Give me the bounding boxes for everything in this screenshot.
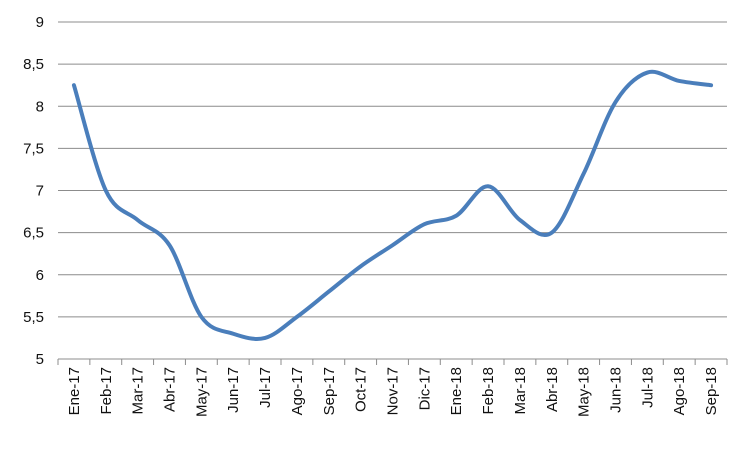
- y-tick-label: 5,5: [23, 309, 44, 326]
- x-tick-label: Sep-18: [703, 367, 720, 415]
- x-tick-label: Ene-17: [66, 367, 83, 415]
- x-tick-labels: Ene-17 Feb-17 Mar-17 Abr-17 May-17 Jun-17 Jul-…: [66, 367, 720, 417]
- x-tick-label: Sep-17: [321, 367, 338, 415]
- x-tick-label: Ene-18: [448, 367, 465, 415]
- x-tick-label: Ago-18: [671, 367, 688, 415]
- y-tick-label: 8: [36, 98, 44, 115]
- series-layer: [71, 69, 714, 341]
- series-line: [71, 69, 714, 341]
- y-tick-label: 9: [36, 14, 44, 31]
- y-tick-label: 6: [36, 267, 44, 284]
- x-tick-label: Jul-17: [257, 367, 274, 408]
- y-gridlines: [58, 21, 727, 360]
- x-tick-label: Ago-17: [289, 367, 306, 415]
- x-tick-label: Abr-18: [544, 367, 561, 412]
- x-tick-label: Mar-17: [130, 367, 147, 415]
- x-tick-label: Feb-18: [480, 367, 497, 415]
- x-tick-label: Mar-18: [512, 367, 529, 415]
- x-tick-label: Feb-17: [98, 367, 115, 415]
- x-tick-label: Abr-17: [162, 367, 179, 412]
- y-tick-label: 7,5: [23, 140, 44, 157]
- x-axis: [57, 359, 728, 365]
- x-tick-label: Jun-18: [608, 367, 625, 413]
- x-tick-label: Oct-17: [353, 367, 370, 412]
- y-tick-label: 5: [36, 351, 44, 368]
- x-tick-label: Dic-17: [416, 367, 433, 410]
- y-tick-labels: 5 5,5 6 6,5 7 7,5 8 8,5 9: [23, 14, 44, 368]
- y-tick-label: 7: [36, 183, 44, 200]
- x-tick-label: Nov-17: [385, 367, 402, 415]
- x-tick-label: Jun-17: [225, 367, 242, 413]
- x-tick-label: May-18: [576, 367, 593, 417]
- x-tick-label: May-17: [193, 367, 210, 417]
- x-tick-label: Jul-18: [639, 367, 656, 408]
- y-tick-label: 8,5: [23, 56, 44, 73]
- y-tick-label: 6,5: [23, 225, 44, 242]
